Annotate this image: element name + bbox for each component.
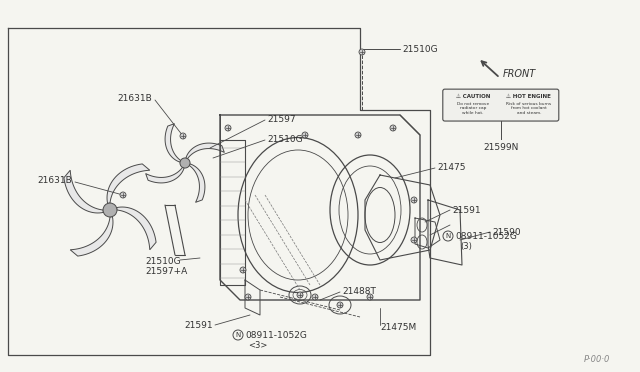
Polygon shape bbox=[116, 207, 156, 250]
Circle shape bbox=[337, 302, 343, 308]
Circle shape bbox=[359, 49, 365, 55]
Text: FRONT: FRONT bbox=[503, 69, 536, 79]
Text: 21591: 21591 bbox=[184, 321, 213, 330]
Circle shape bbox=[240, 267, 246, 273]
Text: 21597+A: 21597+A bbox=[145, 267, 188, 276]
Text: 21597: 21597 bbox=[267, 115, 296, 124]
Text: 21631B: 21631B bbox=[37, 176, 72, 185]
Text: Do not remove
radiator cap
while hot.: Do not remove radiator cap while hot. bbox=[457, 102, 489, 115]
Circle shape bbox=[390, 125, 396, 131]
Text: 21475M: 21475M bbox=[380, 324, 416, 333]
Text: ⚠ HOT ENGINE: ⚠ HOT ENGINE bbox=[506, 94, 551, 99]
Polygon shape bbox=[70, 217, 113, 256]
Text: N: N bbox=[236, 332, 241, 338]
Polygon shape bbox=[186, 143, 225, 158]
Circle shape bbox=[120, 192, 126, 198]
FancyBboxPatch shape bbox=[443, 89, 559, 121]
Polygon shape bbox=[165, 124, 180, 162]
Text: ⚠ CAUTION: ⚠ CAUTION bbox=[456, 94, 490, 99]
Circle shape bbox=[103, 203, 117, 217]
Text: <3>: <3> bbox=[248, 340, 268, 350]
Circle shape bbox=[180, 133, 186, 139]
Circle shape bbox=[411, 237, 417, 243]
Polygon shape bbox=[146, 167, 184, 183]
Text: (3): (3) bbox=[460, 241, 472, 250]
Text: 21599N: 21599N bbox=[483, 142, 518, 151]
Text: 21475: 21475 bbox=[437, 163, 465, 171]
Circle shape bbox=[367, 294, 373, 300]
Text: 21591: 21591 bbox=[452, 205, 481, 215]
Text: 21631B: 21631B bbox=[117, 93, 152, 103]
Circle shape bbox=[225, 125, 231, 131]
Text: 21510G: 21510G bbox=[145, 257, 180, 266]
Polygon shape bbox=[107, 164, 150, 203]
Circle shape bbox=[411, 197, 417, 203]
Text: 21488T: 21488T bbox=[342, 286, 376, 295]
Text: 08911-1052G: 08911-1052G bbox=[245, 330, 307, 340]
Text: 21510G: 21510G bbox=[402, 45, 438, 54]
Text: Risk of serious burns
from hot coolant
and steam.: Risk of serious burns from hot coolant a… bbox=[506, 102, 552, 115]
Text: P·00·0: P·00·0 bbox=[584, 356, 610, 365]
Circle shape bbox=[355, 132, 361, 138]
Circle shape bbox=[180, 158, 190, 168]
Circle shape bbox=[245, 294, 251, 300]
Polygon shape bbox=[189, 164, 205, 202]
Text: 08911-1052G: 08911-1052G bbox=[455, 231, 517, 241]
Text: N: N bbox=[445, 233, 451, 239]
Circle shape bbox=[297, 292, 303, 298]
Text: 21590: 21590 bbox=[492, 228, 520, 237]
Circle shape bbox=[302, 132, 308, 138]
Text: 21510G: 21510G bbox=[267, 135, 303, 144]
Polygon shape bbox=[64, 170, 104, 213]
Circle shape bbox=[312, 294, 318, 300]
